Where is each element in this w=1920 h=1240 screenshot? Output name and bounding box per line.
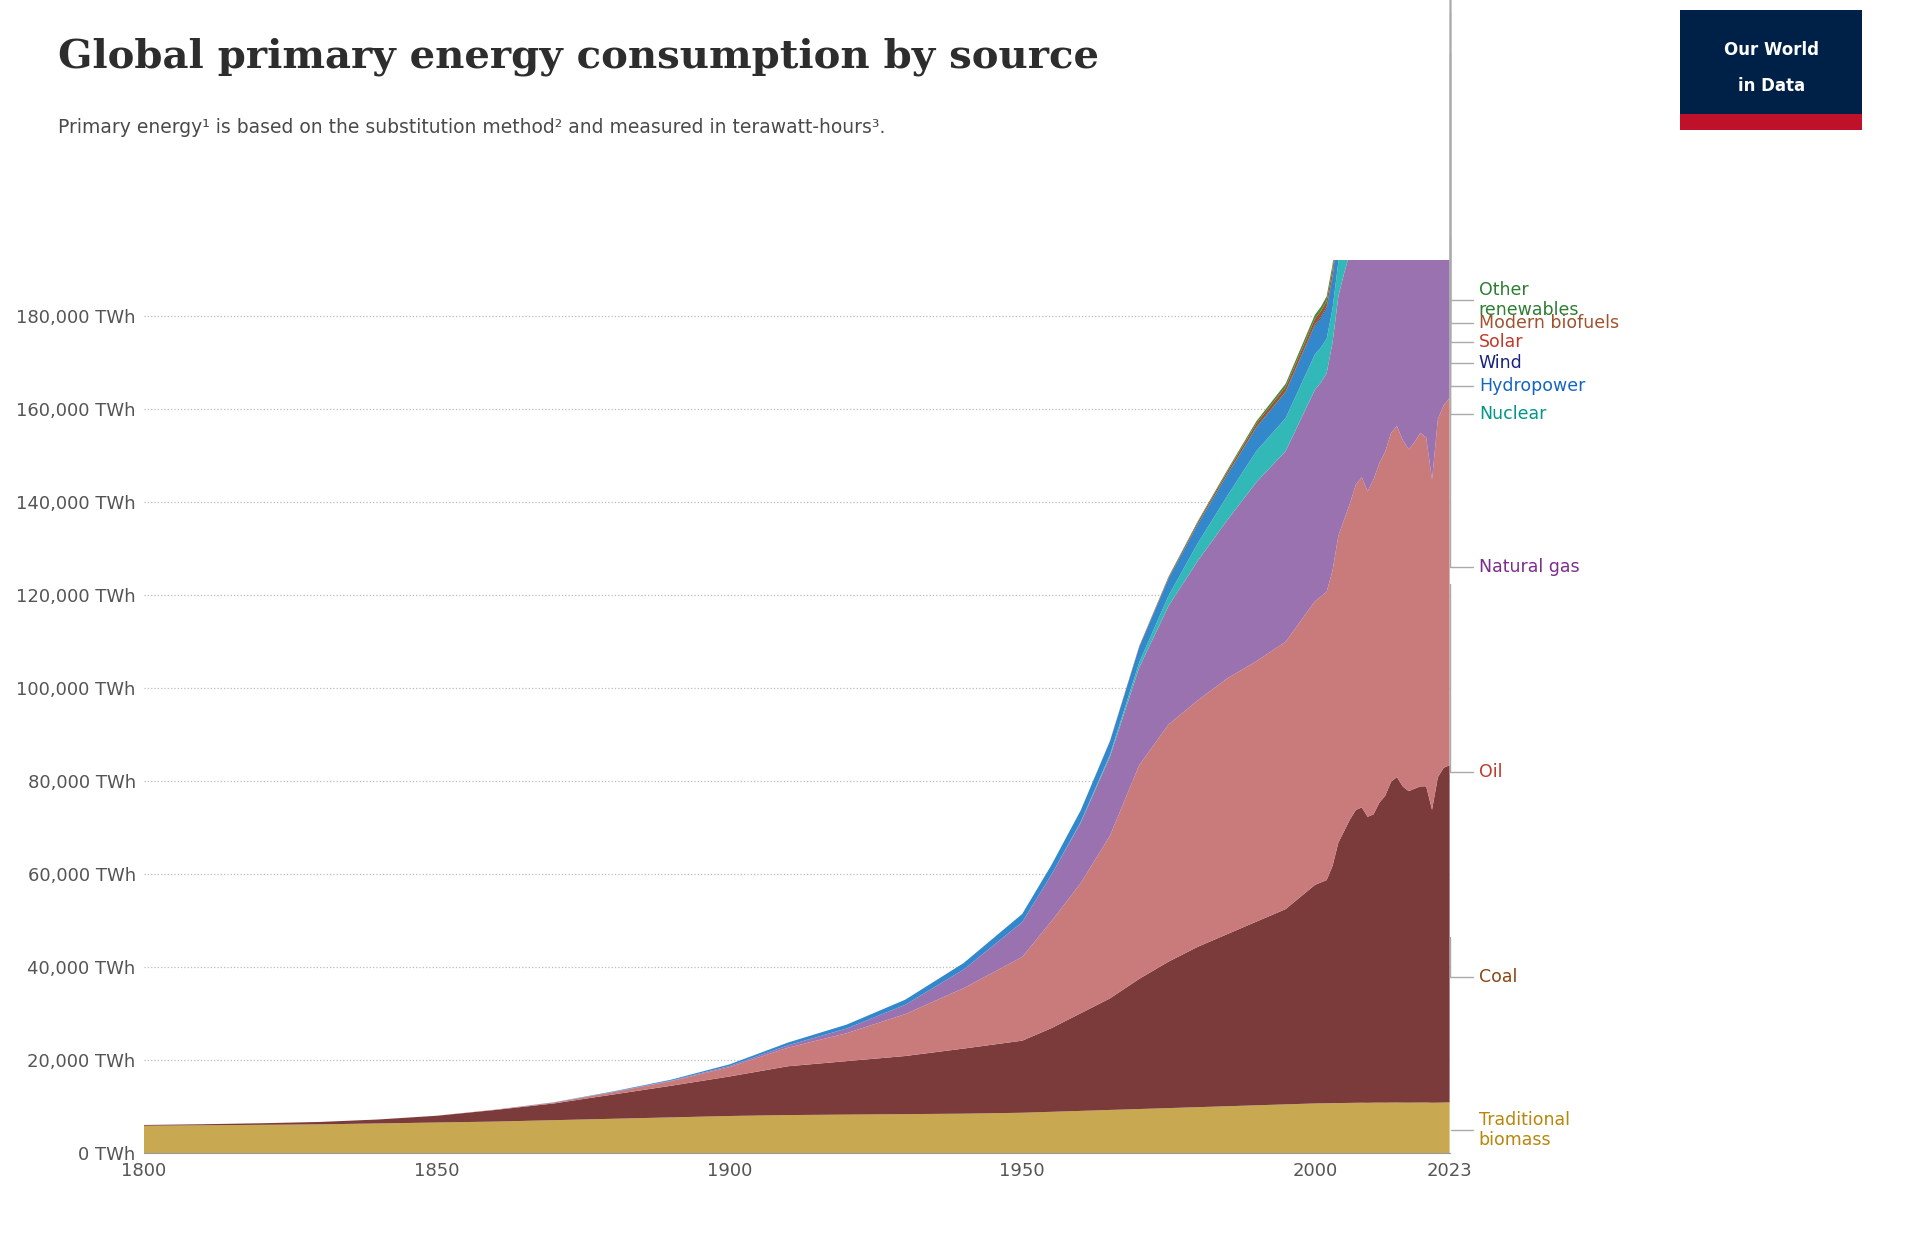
Text: Natural gas: Natural gas	[1450, 236, 1580, 577]
Text: Wind: Wind	[1450, 0, 1523, 372]
Text: Global primary energy consumption by source: Global primary energy consumption by sou…	[58, 37, 1098, 76]
Text: Modern biofuels: Modern biofuels	[1450, 0, 1619, 332]
Text: Primary energy¹ is based on the substitution method² and measured in terawatt-ho: Primary energy¹ is based on the substitu…	[58, 118, 885, 136]
Text: Other
renewables: Other renewables	[1450, 0, 1580, 320]
Text: Coal: Coal	[1450, 936, 1517, 986]
Text: Oil: Oil	[1450, 584, 1501, 781]
Text: Traditional
biomass: Traditional biomass	[1452, 1111, 1571, 1149]
Text: Solar: Solar	[1450, 0, 1523, 351]
Text: in Data: in Data	[1738, 77, 1805, 94]
Text: Our World: Our World	[1724, 41, 1818, 60]
Text: Nuclear: Nuclear	[1450, 53, 1546, 423]
Text: Hydropower: Hydropower	[1450, 12, 1586, 396]
